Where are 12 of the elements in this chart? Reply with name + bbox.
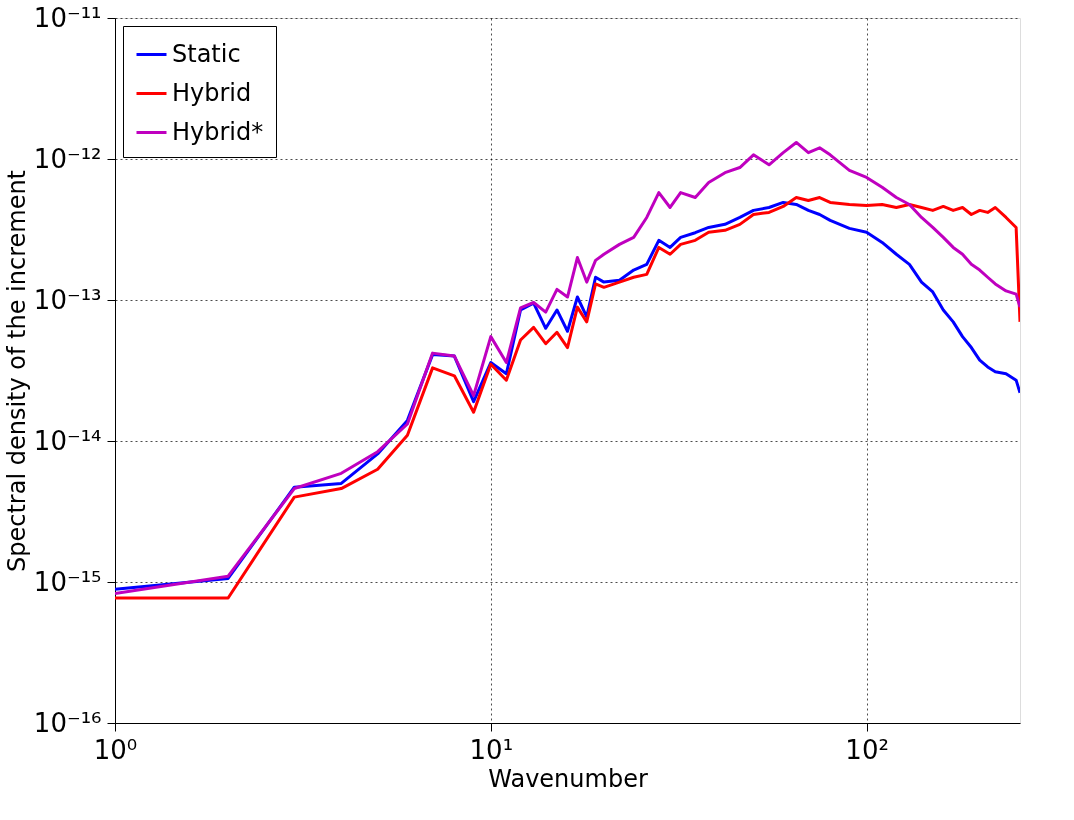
y-tick-label: 10⁻¹² (33, 143, 102, 174)
x-tick-label: 10² (845, 734, 889, 765)
legend-label: Static (172, 39, 241, 68)
y-tick-label: 10⁻¹⁴ (33, 425, 102, 456)
y-tick-label: 10⁻¹¹ (33, 2, 102, 33)
legend-label: Hybrid (172, 78, 252, 107)
x-tick-label: 10¹ (469, 734, 514, 765)
x-axis-title: Wavenumber (488, 764, 648, 793)
y-tick-label: 10⁻¹⁵ (33, 566, 102, 597)
legend-label: Hybrid* (172, 117, 264, 146)
y-axis-title: Spectral density of the increment (2, 169, 31, 573)
y-tick-label: 10⁻¹³ (33, 284, 102, 315)
